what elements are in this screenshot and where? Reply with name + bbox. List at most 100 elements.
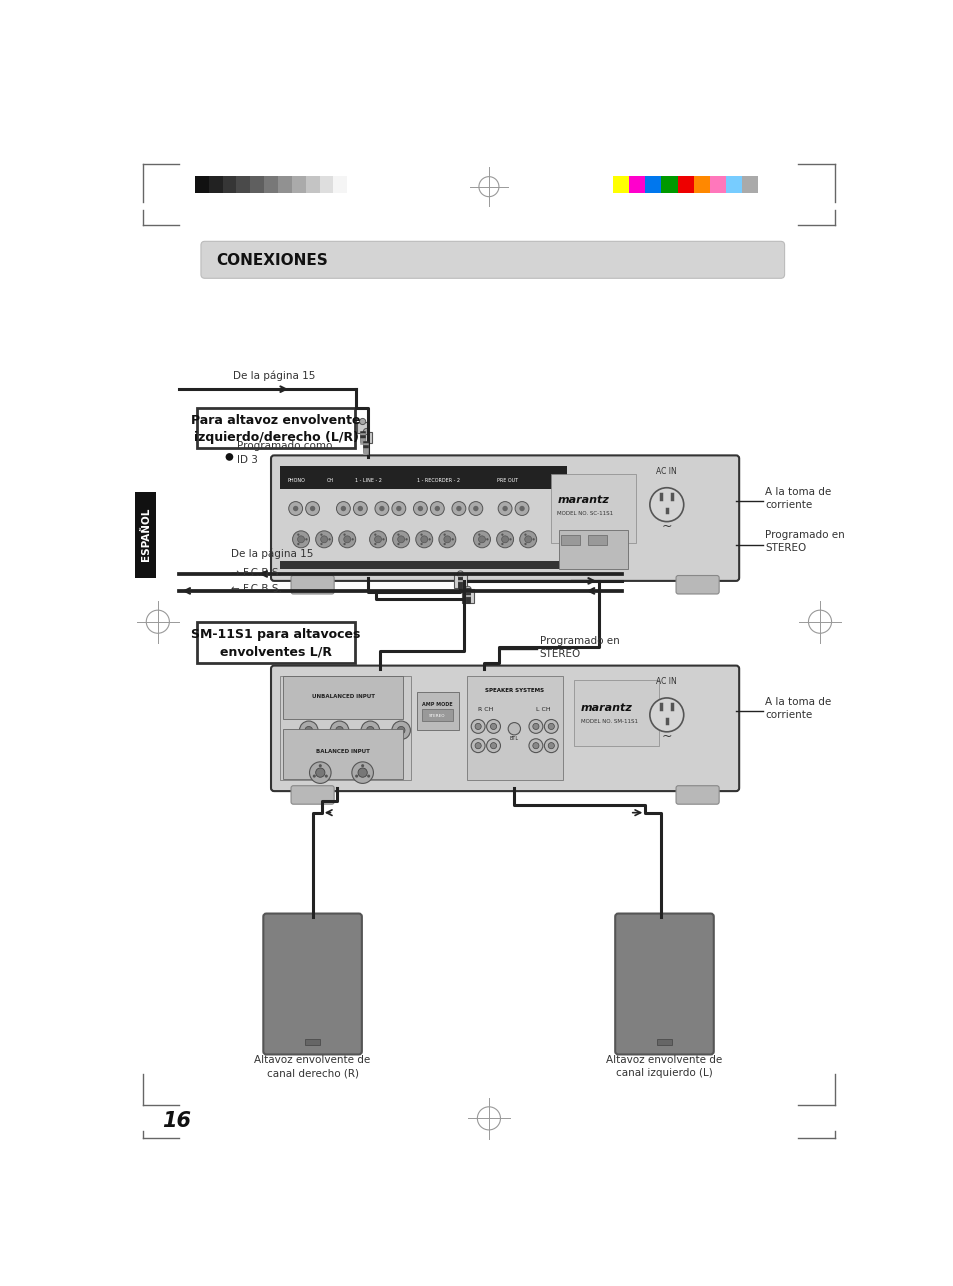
Text: ← F.C.B.S.: ← F.C.B.S.	[231, 584, 281, 594]
Circle shape	[509, 538, 511, 540]
Circle shape	[351, 538, 354, 540]
Bar	[356, 422, 368, 433]
Bar	[305, 176, 319, 193]
Text: L CH: L CH	[536, 707, 550, 712]
Circle shape	[515, 502, 528, 516]
FancyBboxPatch shape	[676, 576, 719, 594]
Circle shape	[471, 719, 484, 733]
Circle shape	[501, 536, 508, 543]
Bar	[656, 1039, 672, 1046]
Circle shape	[310, 505, 314, 512]
Circle shape	[330, 721, 349, 739]
Circle shape	[397, 536, 404, 543]
Circle shape	[338, 531, 355, 548]
FancyBboxPatch shape	[291, 576, 334, 594]
Circle shape	[395, 505, 401, 512]
Circle shape	[396, 727, 405, 734]
Circle shape	[478, 536, 485, 543]
Text: 1 - RECORDER - 2: 1 - RECORDER - 2	[416, 477, 459, 482]
Circle shape	[293, 505, 298, 512]
Bar	[361, 432, 372, 444]
Circle shape	[649, 698, 683, 732]
Circle shape	[336, 502, 350, 516]
Circle shape	[393, 531, 409, 548]
Circle shape	[428, 538, 431, 540]
Bar	[709, 176, 725, 193]
Bar	[280, 561, 566, 568]
Circle shape	[456, 505, 461, 512]
Circle shape	[486, 538, 488, 540]
Circle shape	[375, 502, 389, 516]
Bar	[197, 622, 355, 662]
Text: Altavoz envolvente de
canal izquierdo (L): Altavoz envolvente de canal izquierdo (L…	[606, 1056, 721, 1079]
Bar	[677, 176, 693, 193]
Circle shape	[361, 721, 379, 739]
Circle shape	[420, 543, 422, 545]
Circle shape	[544, 719, 558, 733]
Circle shape	[328, 538, 331, 540]
Text: 1 - LINE - 2: 1 - LINE - 2	[355, 477, 381, 482]
Circle shape	[355, 774, 357, 778]
Text: AC IN: AC IN	[656, 678, 677, 685]
Bar	[588, 535, 606, 545]
Circle shape	[524, 543, 526, 545]
Circle shape	[417, 505, 422, 512]
Circle shape	[473, 505, 478, 512]
Text: STEREO: STEREO	[429, 714, 445, 718]
Bar	[612, 176, 628, 193]
Circle shape	[392, 502, 405, 516]
FancyBboxPatch shape	[201, 242, 783, 278]
Circle shape	[359, 418, 365, 424]
Text: marantz: marantz	[580, 703, 632, 712]
Circle shape	[500, 534, 503, 536]
Text: MODEL NO. SM-11S1: MODEL NO. SM-11S1	[580, 719, 637, 724]
Text: A la toma de
corriente: A la toma de corriente	[764, 697, 831, 720]
FancyBboxPatch shape	[263, 913, 361, 1055]
Bar	[421, 710, 453, 721]
Bar	[292, 176, 305, 193]
Circle shape	[464, 586, 471, 593]
Circle shape	[320, 536, 327, 543]
Circle shape	[396, 534, 399, 536]
Bar	[644, 176, 660, 193]
Circle shape	[305, 727, 313, 734]
Circle shape	[315, 768, 325, 777]
Circle shape	[299, 721, 317, 739]
Circle shape	[469, 502, 482, 516]
Bar	[280, 466, 566, 489]
Text: PRE OUT: PRE OUT	[497, 477, 518, 482]
Circle shape	[497, 531, 513, 548]
Circle shape	[413, 502, 427, 516]
Text: CH: CH	[326, 477, 334, 482]
Text: ~: ~	[660, 520, 671, 532]
Bar	[693, 176, 709, 193]
Bar	[461, 589, 474, 603]
Circle shape	[430, 502, 444, 516]
Circle shape	[392, 721, 410, 739]
Circle shape	[318, 764, 321, 768]
Text: A la toma de
corriente: A la toma de corriente	[764, 487, 831, 511]
Bar	[551, 473, 636, 543]
Circle shape	[490, 723, 497, 729]
Circle shape	[544, 738, 558, 752]
Text: De la página 15: De la página 15	[233, 370, 315, 381]
Bar	[558, 530, 628, 568]
Circle shape	[532, 538, 535, 540]
Circle shape	[363, 428, 369, 435]
Circle shape	[315, 531, 333, 548]
Text: marantz: marantz	[557, 495, 609, 505]
Text: R CH: R CH	[477, 707, 493, 712]
Circle shape	[305, 502, 319, 516]
Text: 16: 16	[161, 1111, 191, 1130]
FancyBboxPatch shape	[271, 666, 739, 791]
Circle shape	[305, 538, 307, 540]
Bar	[250, 176, 264, 193]
Circle shape	[343, 534, 345, 536]
Circle shape	[486, 738, 500, 752]
Bar	[280, 676, 411, 781]
Text: Para altavoz envolvente
izquierdo/derecho (L/R): Para altavoz envolvente izquierdo/derech…	[191, 414, 360, 444]
Circle shape	[508, 723, 520, 734]
Circle shape	[649, 487, 683, 522]
Circle shape	[475, 742, 480, 748]
Circle shape	[357, 505, 363, 512]
